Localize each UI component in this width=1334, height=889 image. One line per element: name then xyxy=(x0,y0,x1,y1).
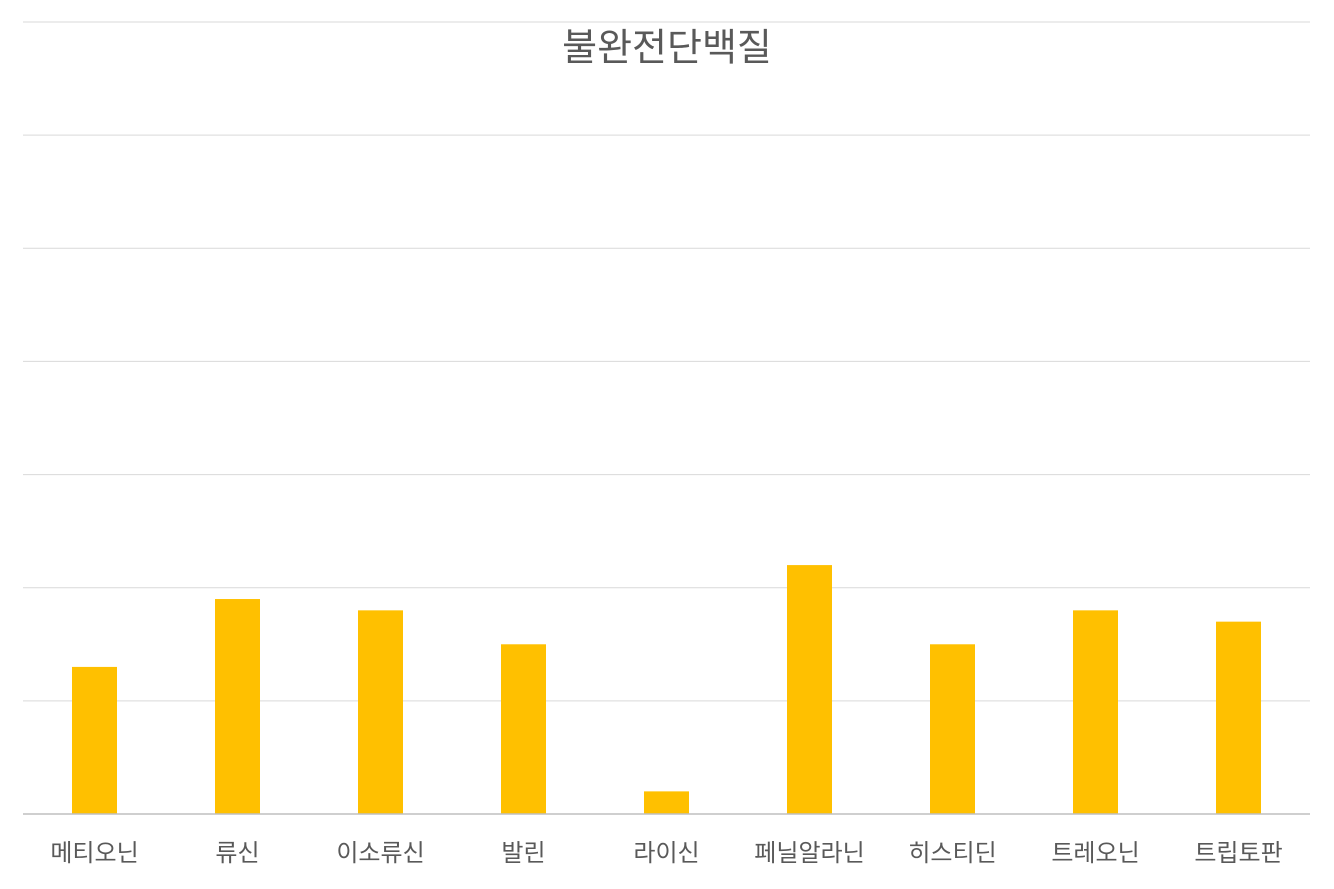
x-tick-label: 류신 xyxy=(215,839,259,867)
x-tick-label: 트레오닌 xyxy=(1051,839,1139,867)
x-tick-label: 페닐알라닌 xyxy=(754,839,864,867)
x-tick-label: 메티오닌 xyxy=(50,839,138,867)
bar xyxy=(215,599,260,814)
x-tick-label: 라이신 xyxy=(633,839,699,867)
bar xyxy=(72,666,117,814)
bar xyxy=(930,644,975,814)
bar xyxy=(501,644,546,814)
x-tick-label: 이소류신 xyxy=(336,839,424,867)
bar xyxy=(787,565,832,814)
x-tick-label: 히스티딘 xyxy=(908,839,996,867)
bar xyxy=(1216,621,1261,814)
bar xyxy=(358,610,403,814)
bar xyxy=(1073,610,1118,814)
x-tick-label: 트립토판 xyxy=(1194,839,1282,867)
x-tick-label: 발린 xyxy=(501,839,545,867)
bar xyxy=(644,791,689,814)
chart-title: 불완전단백질 xyxy=(562,26,772,70)
